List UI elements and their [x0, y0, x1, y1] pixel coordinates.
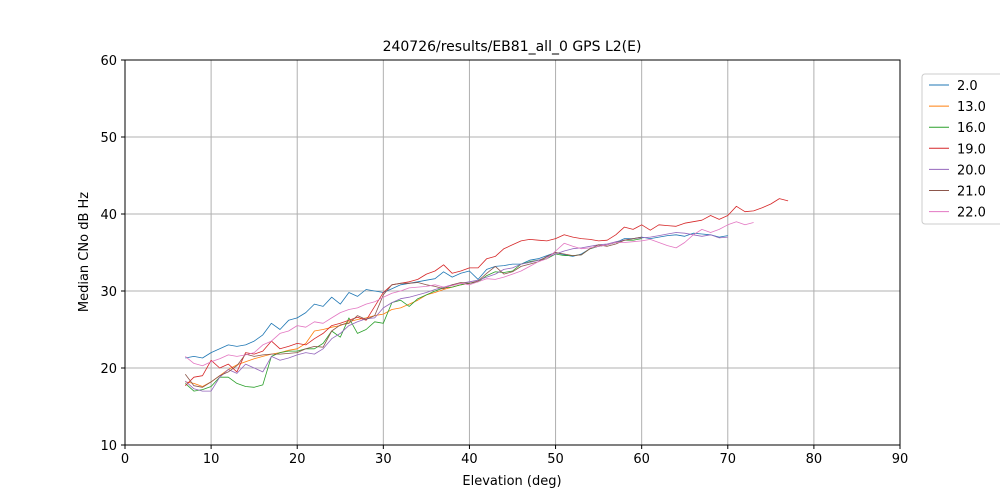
series-line-2.0 — [185, 232, 728, 359]
legend-label: 2.0 — [957, 79, 978, 94]
x-tick-label: 30 — [375, 452, 392, 467]
series-line-13.0 — [185, 282, 470, 387]
legend-label: 20.0 — [957, 163, 986, 178]
legend-label: 16.0 — [957, 121, 986, 136]
x-tick-label: 70 — [720, 452, 737, 467]
legend: 2.0 13.0 16.0 19.0 20.0 21.0 22.0 — [921, 73, 1000, 225]
legend-label: 13.0 — [957, 100, 986, 115]
axis-ticks: 0 10 20 30 40 50 60 70 80 90 10 20 30 40 50 60 — [100, 54, 908, 467]
y-tick-label: 40 — [100, 208, 117, 223]
x-tick-label: 40 — [461, 452, 478, 467]
legend-label: 22.0 — [957, 206, 986, 221]
series-lines — [184, 198, 789, 392]
x-tick-label: 50 — [547, 452, 564, 467]
series-line-19.0 — [185, 198, 789, 386]
series-line-22.0 — [185, 221, 754, 367]
legend-box — [921, 73, 1000, 225]
x-tick-label: 90 — [892, 452, 909, 467]
x-tick-label: 80 — [806, 452, 823, 467]
x-tick-label: 10 — [203, 452, 220, 467]
legend-label: 19.0 — [957, 142, 986, 157]
series-line-20.0 — [185, 232, 728, 392]
x-axis-label: Elevation (deg) — [462, 474, 561, 489]
grid — [124, 59, 901, 446]
series-line-21.0 — [184, 236, 642, 388]
y-tick-label: 50 — [100, 131, 117, 146]
x-tick-label: 60 — [633, 452, 650, 467]
x-tick-label: 0 — [121, 452, 129, 467]
y-tick-label: 20 — [100, 362, 117, 377]
plot-frame — [124, 59, 901, 446]
series-line-16.0 — [185, 238, 642, 392]
legend-label: 21.0 — [957, 185, 986, 200]
x-tick-label: 20 — [289, 452, 306, 467]
chart-title: 240726/results/EB81_all_0 GPS L2(E) — [383, 39, 642, 55]
y-tick-label: 60 — [100, 54, 117, 69]
y-tick-label: 30 — [100, 285, 117, 300]
y-tick-label: 10 — [100, 439, 117, 454]
y-axis-label: Median CNo dB Hz — [77, 192, 92, 312]
